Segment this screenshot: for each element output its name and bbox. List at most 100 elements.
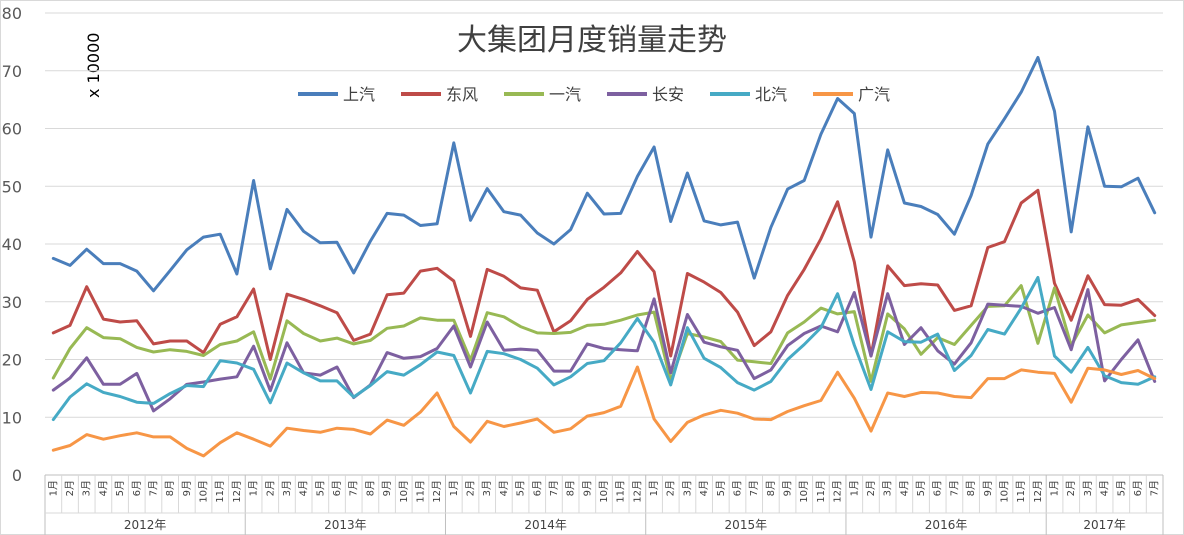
x-month-label: 12月 (431, 480, 443, 503)
y-tick-label: 10 (2, 408, 22, 427)
x-month-label: 6月 (731, 480, 743, 496)
legend: 上汽 东风 一汽 长安 北汽 广汽 (298, 85, 890, 104)
x-month-label: 12月 (631, 480, 643, 503)
x-month-label: 6月 (1132, 480, 1144, 496)
x-month-label: 9月 (181, 480, 193, 496)
x-month-label: 7月 (1149, 480, 1161, 496)
x-month-label: 10月 (198, 480, 210, 503)
x-month-label: 3月 (681, 480, 693, 496)
x-month-label: 1月 (848, 480, 860, 496)
x-month-label: 5月 (515, 480, 527, 496)
y-tick-label: 20 (2, 351, 22, 370)
x-month-label: 1月 (47, 480, 59, 496)
x-month-label: 9月 (381, 480, 393, 496)
x-month-label: 9月 (782, 480, 794, 496)
x-month-label: 10月 (398, 480, 410, 503)
x-month-label: 7月 (748, 480, 760, 496)
x-month-label: 4月 (298, 480, 310, 496)
series-lines (51, 56, 1157, 458)
x-month-label: 5月 (114, 480, 126, 496)
x-month-label: 6月 (932, 480, 944, 496)
series-line-长安 (51, 288, 1157, 413)
x-month-label: 12月 (832, 480, 844, 503)
x-month-label: 6月 (531, 480, 543, 496)
x-month-label: 8月 (765, 480, 777, 496)
x-month-label: 10月 (998, 480, 1010, 503)
series-line-一汽 (51, 284, 1157, 383)
x-month-label: 2月 (465, 480, 477, 496)
x-month-label: 3月 (882, 480, 894, 496)
x-year-label: 2012年 (124, 518, 167, 532)
x-month-label: 4月 (498, 480, 510, 496)
y-tick-label: 80 (2, 4, 22, 23)
x-month-label: 1月 (1049, 480, 1061, 496)
x-month-label: 9月 (581, 480, 593, 496)
x-month-label: 7月 (548, 480, 560, 496)
chart-title: 大集团月度销量走势 (457, 23, 727, 58)
y-tick-label: 40 (2, 235, 22, 254)
x-month-label: 11月 (615, 480, 627, 503)
series-line-北汽 (51, 276, 1157, 422)
x-month-label: 11月 (815, 480, 827, 503)
x-month-label: 8月 (965, 480, 977, 496)
x-month-label: 8月 (364, 480, 376, 496)
x-month-label: 5月 (314, 480, 326, 496)
x-month-label: 5月 (1115, 480, 1127, 496)
y-axis: 0 10 20 30 40 50 60 70 80 (2, 4, 22, 485)
x-month-label: 2月 (865, 480, 877, 496)
x-month-label: 9月 (982, 480, 994, 496)
x-month-label: 8月 (164, 480, 176, 496)
x-month-label: 2月 (264, 480, 276, 496)
x-month-label: 12月 (231, 480, 243, 503)
y-tick-label: 0 (12, 466, 22, 485)
x-month-label: 4月 (698, 480, 710, 496)
x-month-label: 5月 (915, 480, 927, 496)
x-month-label: 2月 (665, 480, 677, 496)
x-month-label: 7月 (348, 480, 360, 496)
x-month-label: 7月 (147, 480, 159, 496)
legend-label: 长安 (652, 85, 684, 104)
x-month-label: 11月 (214, 480, 226, 503)
legend-label: 上汽 (343, 85, 375, 104)
series-line-上汽 (51, 56, 1157, 293)
x-month-label: 12月 (1032, 480, 1044, 503)
x-month-label: 1月 (648, 480, 660, 496)
x-month-label: 3月 (81, 480, 93, 496)
x-year-label: 2015年 (725, 518, 768, 532)
unit-note: x 10000 (84, 33, 103, 98)
x-year-label: 2014年 (524, 518, 567, 532)
legend-label: 东风 (446, 85, 478, 104)
x-year-label: 2016年 (925, 518, 968, 532)
x-month-label: 11月 (1015, 480, 1027, 503)
x-year-label: 2017年 (1083, 518, 1126, 532)
x-month-label: 2月 (64, 480, 76, 496)
x-month-label: 6月 (331, 480, 343, 496)
series-line-东风 (51, 188, 1157, 361)
x-month-label: 10月 (798, 480, 810, 503)
series-line-广汽 (51, 365, 1157, 458)
x-month-label: 3月 (481, 480, 493, 496)
y-tick-label: 50 (2, 177, 22, 196)
x-month-label: 3月 (1082, 480, 1094, 496)
x-year-label: 2013年 (324, 518, 367, 532)
x-month-label: 8月 (565, 480, 577, 496)
legend-label: 一汽 (549, 85, 581, 104)
x-month-label: 3月 (281, 480, 293, 496)
x-month-label: 6月 (131, 480, 143, 496)
legend-label: 广汽 (858, 85, 890, 104)
x-month-label: 2月 (1065, 480, 1077, 496)
legend-label: 北汽 (755, 85, 787, 104)
x-month-label: 4月 (1099, 480, 1111, 496)
y-tick-label: 30 (2, 293, 22, 312)
x-month-label: 1月 (448, 480, 460, 496)
x-month-label: 7月 (948, 480, 960, 496)
x-month-label: 11月 (414, 480, 426, 503)
y-tick-label: 60 (2, 120, 22, 139)
y-tick-label: 70 (2, 62, 22, 81)
gridlines (45, 12, 1163, 476)
x-month-label: 4月 (898, 480, 910, 496)
x-month-label: 4月 (97, 480, 109, 496)
